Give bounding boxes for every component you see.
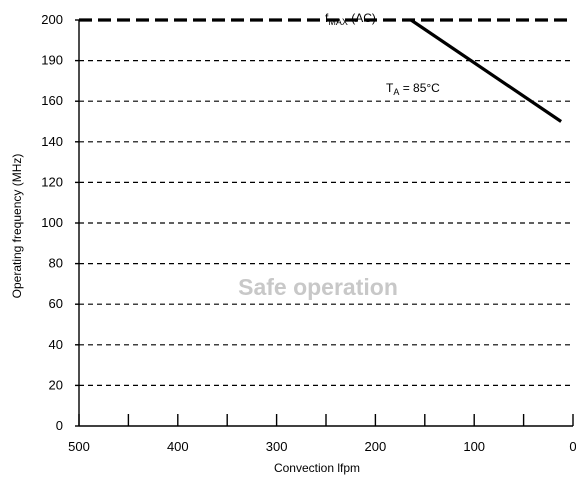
fmax-label-rest: (AC) xyxy=(348,11,376,25)
y-tick-label-0: 0 xyxy=(56,418,63,433)
x-tick-label-300: 300 xyxy=(266,439,288,454)
series-label-main: T xyxy=(386,81,394,95)
fmax-label-sub: MAX xyxy=(328,17,348,27)
x-tick-label-0: 0 xyxy=(569,439,576,454)
y-axis-title: Operating frequency (MHz) xyxy=(10,154,24,299)
series-label-sub: A xyxy=(393,87,399,97)
y-tick-label-190: 190 xyxy=(41,53,63,68)
x-tick-label-100: 100 xyxy=(463,439,485,454)
y-tick-label-160: 160 xyxy=(41,93,63,108)
y-tick-label-120: 120 xyxy=(41,174,63,189)
y-tick-label-80: 80 xyxy=(49,256,63,271)
y-tick-label-200: 200 xyxy=(41,12,63,27)
x-tick-label-400: 400 xyxy=(167,439,189,454)
y-tick-label-40: 40 xyxy=(49,337,63,352)
safe-operation-label: Safe operation xyxy=(238,274,398,300)
x-tick-labels: 500 400 300 200 100 0 xyxy=(68,414,576,454)
y-tick-label-20: 20 xyxy=(49,377,63,392)
grid-lines xyxy=(79,59,573,386)
series-line-0 xyxy=(410,18,562,123)
fmax-label: fMAX (AC) xyxy=(325,11,376,27)
x-axis-title: Convection lfpm xyxy=(274,461,360,475)
y-tick-labels: 0 20 40 60 80 100 120 140 160 190 200 xyxy=(41,12,79,433)
fmax-label-main: f xyxy=(325,11,329,25)
series xyxy=(79,18,573,123)
series-label: TA = 85°C xyxy=(386,81,440,97)
y-tick-label-100: 100 xyxy=(41,215,63,230)
y-tick-label-60: 60 xyxy=(49,296,63,311)
y-tick-label-140: 140 xyxy=(41,134,63,149)
x-tick-label-200: 200 xyxy=(365,439,387,454)
series-label-rest: = 85°C xyxy=(399,81,440,95)
x-tick-label-500: 500 xyxy=(68,439,90,454)
